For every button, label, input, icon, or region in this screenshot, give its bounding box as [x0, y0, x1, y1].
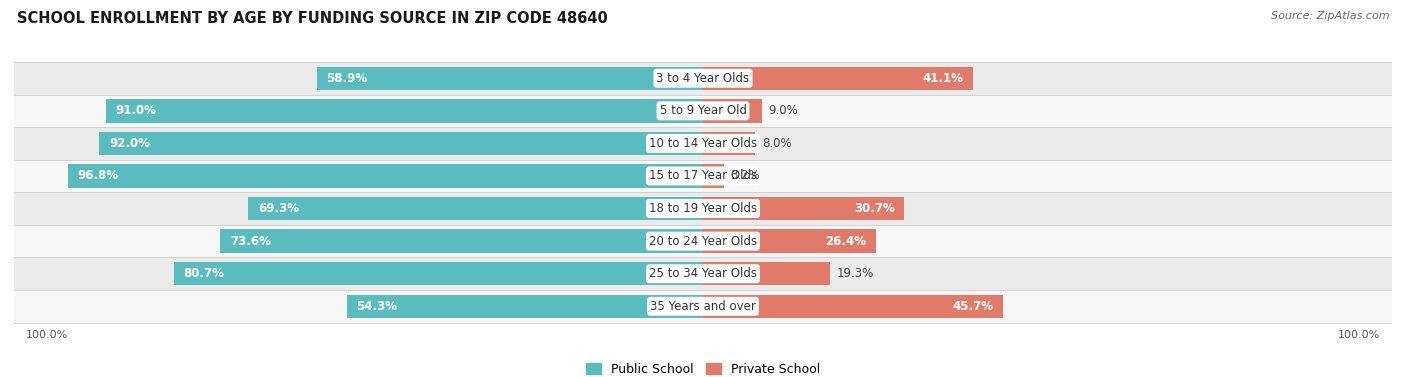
Bar	[14, 225, 1392, 257]
Text: 19.3%: 19.3%	[837, 267, 873, 280]
Bar	[14, 160, 1392, 192]
Text: 18 to 19 Year Olds: 18 to 19 Year Olds	[650, 202, 756, 215]
Bar	[703, 99, 762, 123]
Bar	[703, 132, 755, 155]
Text: 73.6%: 73.6%	[231, 234, 271, 248]
Bar	[14, 62, 1392, 95]
Bar	[67, 164, 703, 188]
Bar	[703, 230, 876, 253]
Bar	[105, 99, 703, 123]
Text: 92.0%: 92.0%	[110, 137, 150, 150]
Text: 15 to 17 Year Olds: 15 to 17 Year Olds	[650, 170, 756, 182]
Bar	[173, 262, 703, 285]
Bar	[249, 197, 703, 220]
Text: 54.3%: 54.3%	[357, 300, 398, 313]
Text: 35 Years and over: 35 Years and over	[650, 300, 756, 313]
Text: 58.9%: 58.9%	[326, 72, 367, 85]
Legend: Public School, Private School: Public School, Private School	[586, 363, 820, 376]
Text: 9.0%: 9.0%	[769, 104, 799, 117]
Text: 25 to 34 Year Olds: 25 to 34 Year Olds	[650, 267, 756, 280]
Bar	[316, 66, 703, 90]
Bar	[14, 290, 1392, 323]
Text: 45.7%: 45.7%	[952, 300, 993, 313]
Text: 10 to 14 Year Olds: 10 to 14 Year Olds	[650, 137, 756, 150]
Bar	[100, 132, 703, 155]
Text: Source: ZipAtlas.com: Source: ZipAtlas.com	[1271, 11, 1389, 21]
Text: 20 to 24 Year Olds: 20 to 24 Year Olds	[650, 234, 756, 248]
Text: SCHOOL ENROLLMENT BY AGE BY FUNDING SOURCE IN ZIP CODE 48640: SCHOOL ENROLLMENT BY AGE BY FUNDING SOUR…	[17, 11, 607, 26]
Bar	[221, 230, 703, 253]
Text: 41.1%: 41.1%	[922, 72, 963, 85]
Text: 3.2%: 3.2%	[731, 170, 761, 182]
Text: 5 to 9 Year Old: 5 to 9 Year Old	[659, 104, 747, 117]
Bar	[703, 294, 1002, 318]
Text: 3 to 4 Year Olds: 3 to 4 Year Olds	[657, 72, 749, 85]
Bar	[14, 95, 1392, 127]
Bar	[14, 192, 1392, 225]
Text: 26.4%: 26.4%	[825, 234, 866, 248]
Text: 30.7%: 30.7%	[853, 202, 894, 215]
Bar	[703, 164, 724, 188]
Bar	[703, 262, 830, 285]
Text: 96.8%: 96.8%	[77, 170, 120, 182]
Text: 80.7%: 80.7%	[183, 267, 224, 280]
Bar	[703, 197, 904, 220]
Text: 69.3%: 69.3%	[259, 202, 299, 215]
Text: 8.0%: 8.0%	[762, 137, 792, 150]
Bar	[14, 127, 1392, 160]
Bar	[703, 66, 973, 90]
Text: 91.0%: 91.0%	[115, 104, 156, 117]
Bar	[347, 294, 703, 318]
Bar	[14, 257, 1392, 290]
